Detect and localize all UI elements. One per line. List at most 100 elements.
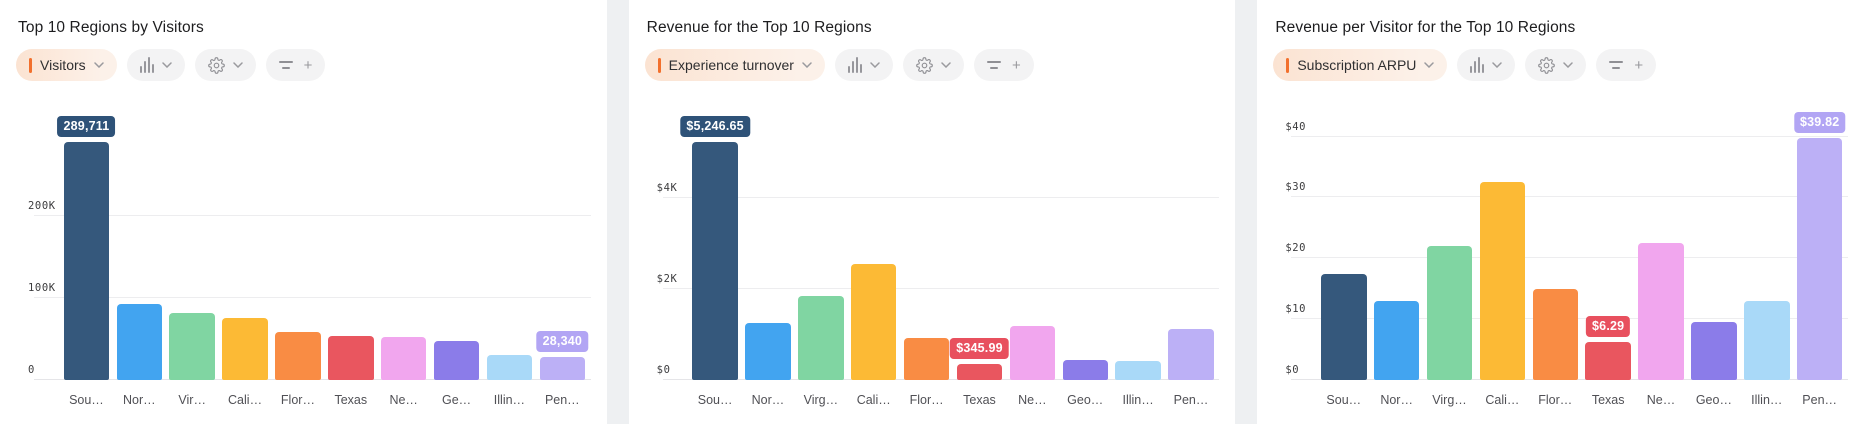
x-axis-labels: Sou… Nor… Virg… Cali… Flor… Texas Ne… Geo… Illin… bbox=[689, 380, 1218, 407]
metric-selector[interactable]: Visitors bbox=[16, 49, 117, 81]
gridline: $20 bbox=[1285, 242, 1849, 259]
value-label-badge: 289,711 bbox=[57, 115, 116, 137]
x-axis-label: Sou… bbox=[697, 393, 733, 407]
bar[interactable] bbox=[692, 141, 738, 380]
bar[interactable] bbox=[903, 337, 950, 380]
bar[interactable] bbox=[380, 337, 427, 380]
y-axis-tick-label: $2K bbox=[656, 273, 678, 286]
bar[interactable] bbox=[1321, 273, 1367, 380]
chart-card-revenue-per-visitor: Revenue per Visitor for the Top 10 Regio… bbox=[1257, 0, 1864, 424]
bar[interactable] bbox=[116, 304, 163, 380]
settings-selector[interactable] bbox=[902, 49, 964, 81]
bar[interactable] bbox=[486, 354, 533, 380]
chart-title: Revenue per Visitor for the Top 10 Regio… bbox=[1275, 19, 1576, 36]
bar[interactable] bbox=[1426, 246, 1473, 380]
gridline: $30 bbox=[1285, 181, 1849, 198]
bar[interactable] bbox=[1532, 288, 1579, 380]
filter-icon bbox=[278, 61, 293, 69]
gridline: $2K bbox=[657, 273, 1220, 290]
filter-add-button[interactable]: + bbox=[1596, 49, 1657, 81]
x-axis-label: Flor… bbox=[1538, 393, 1573, 407]
x-axis-label: Ne… bbox=[389, 393, 418, 407]
x-axis-label: Texas bbox=[963, 393, 996, 407]
bar[interactable] bbox=[1744, 300, 1790, 380]
value-label-badge: $6.29 bbox=[1586, 315, 1631, 337]
bar-column bbox=[1317, 94, 1370, 380]
bar-column bbox=[1740, 94, 1793, 380]
x-axis-label: Sou… bbox=[1326, 393, 1362, 407]
bars-container: $6.29 $39.82 bbox=[1317, 94, 1846, 380]
bar[interactable] bbox=[1062, 359, 1108, 380]
bar-column bbox=[1635, 94, 1688, 380]
x-axis-label: Texas bbox=[334, 393, 368, 407]
bar[interactable] bbox=[1115, 360, 1161, 380]
x-axis-label: Ne… bbox=[1018, 393, 1047, 407]
chart-toolbar: Experience turnover + bbox=[644, 49, 1220, 81]
bar-column bbox=[1112, 94, 1165, 380]
metric-label: Subscription ARPU bbox=[1297, 57, 1417, 73]
bar-column bbox=[113, 94, 166, 380]
bar[interactable] bbox=[275, 331, 321, 380]
bar-column bbox=[377, 94, 430, 380]
metric-selector[interactable]: Subscription ARPU bbox=[1273, 49, 1448, 81]
y-axis-tick-label: 200K bbox=[28, 199, 56, 212]
x-axis-label: Cali… bbox=[228, 393, 263, 407]
bar[interactable] bbox=[956, 364, 1003, 380]
x-axis-label: Cali… bbox=[856, 393, 891, 407]
plot-area: $0 $10 $20 $30 $40 $6.29 $39.82 bbox=[1273, 94, 1849, 380]
x-axis-label: Pen… bbox=[1173, 393, 1209, 407]
bar[interactable] bbox=[1796, 137, 1843, 380]
bar[interactable] bbox=[433, 340, 480, 380]
bar[interactable] bbox=[1009, 325, 1056, 380]
y-axis-tick-label: $20 bbox=[1285, 242, 1307, 255]
bar[interactable] bbox=[1479, 182, 1526, 380]
gear-icon bbox=[916, 56, 933, 74]
bar-column bbox=[900, 94, 953, 380]
metric-label: Visitors bbox=[40, 57, 86, 73]
plus-icon: + bbox=[1011, 56, 1021, 74]
settings-selector[interactable] bbox=[194, 49, 256, 81]
filter-add-button[interactable]: + bbox=[973, 49, 1034, 81]
chart-card-visitors: Top 10 Regions by Visitors Visitors + 0 1… bbox=[0, 0, 607, 424]
chevron-down-icon bbox=[1563, 62, 1574, 68]
bar[interactable] bbox=[539, 356, 586, 380]
bar[interactable] bbox=[169, 312, 215, 380]
bar[interactable] bbox=[222, 317, 268, 380]
settings-selector[interactable] bbox=[1525, 49, 1587, 81]
chart-type-selector[interactable] bbox=[126, 49, 185, 81]
x-axis-label: Geo… bbox=[1067, 393, 1104, 407]
x-axis-label: Nor… bbox=[751, 393, 785, 407]
plot-area: 0 100K 200K 289,711 28,340 bbox=[16, 94, 591, 380]
bar[interactable] bbox=[1638, 243, 1684, 380]
chevron-down-icon bbox=[1424, 62, 1435, 68]
chevron-down-icon bbox=[232, 62, 243, 68]
bar[interactable] bbox=[1168, 328, 1214, 380]
bar[interactable] bbox=[798, 296, 844, 380]
x-axis-label: Pen… bbox=[544, 393, 580, 407]
chart-toolbar: Subscription ARPU + bbox=[1273, 49, 1848, 81]
gridline: 100K bbox=[28, 282, 591, 298]
x-axis-label: Flor… bbox=[280, 393, 315, 407]
bar[interactable] bbox=[63, 141, 110, 380]
x-axis-label: Vir… bbox=[178, 393, 206, 407]
filter-add-button[interactable]: + bbox=[265, 49, 326, 81]
metric-selector[interactable]: Experience turnover bbox=[644, 49, 825, 81]
y-axis-tick-label: $40 bbox=[1285, 120, 1307, 133]
bar-column: 28,340 bbox=[536, 94, 589, 380]
bar[interactable] bbox=[851, 264, 897, 380]
x-axis-label: Illin… bbox=[1751, 393, 1783, 407]
chart-type-selector[interactable] bbox=[1457, 49, 1516, 81]
bar-column bbox=[1529, 94, 1582, 380]
x-axis-label: Illin… bbox=[1122, 393, 1154, 407]
bar-column bbox=[1476, 94, 1529, 380]
bar[interactable] bbox=[1373, 300, 1420, 380]
chevron-down-icon bbox=[161, 62, 172, 68]
bar[interactable] bbox=[745, 323, 791, 380]
bar[interactable] bbox=[1691, 322, 1737, 380]
bar[interactable] bbox=[1585, 341, 1631, 380]
chart-card-revenue: Revenue for the Top 10 Regions Experienc… bbox=[628, 0, 1236, 424]
chart-type-selector[interactable] bbox=[834, 49, 893, 81]
x-axis-label: Nor… bbox=[1380, 393, 1413, 407]
bar[interactable] bbox=[328, 335, 374, 380]
